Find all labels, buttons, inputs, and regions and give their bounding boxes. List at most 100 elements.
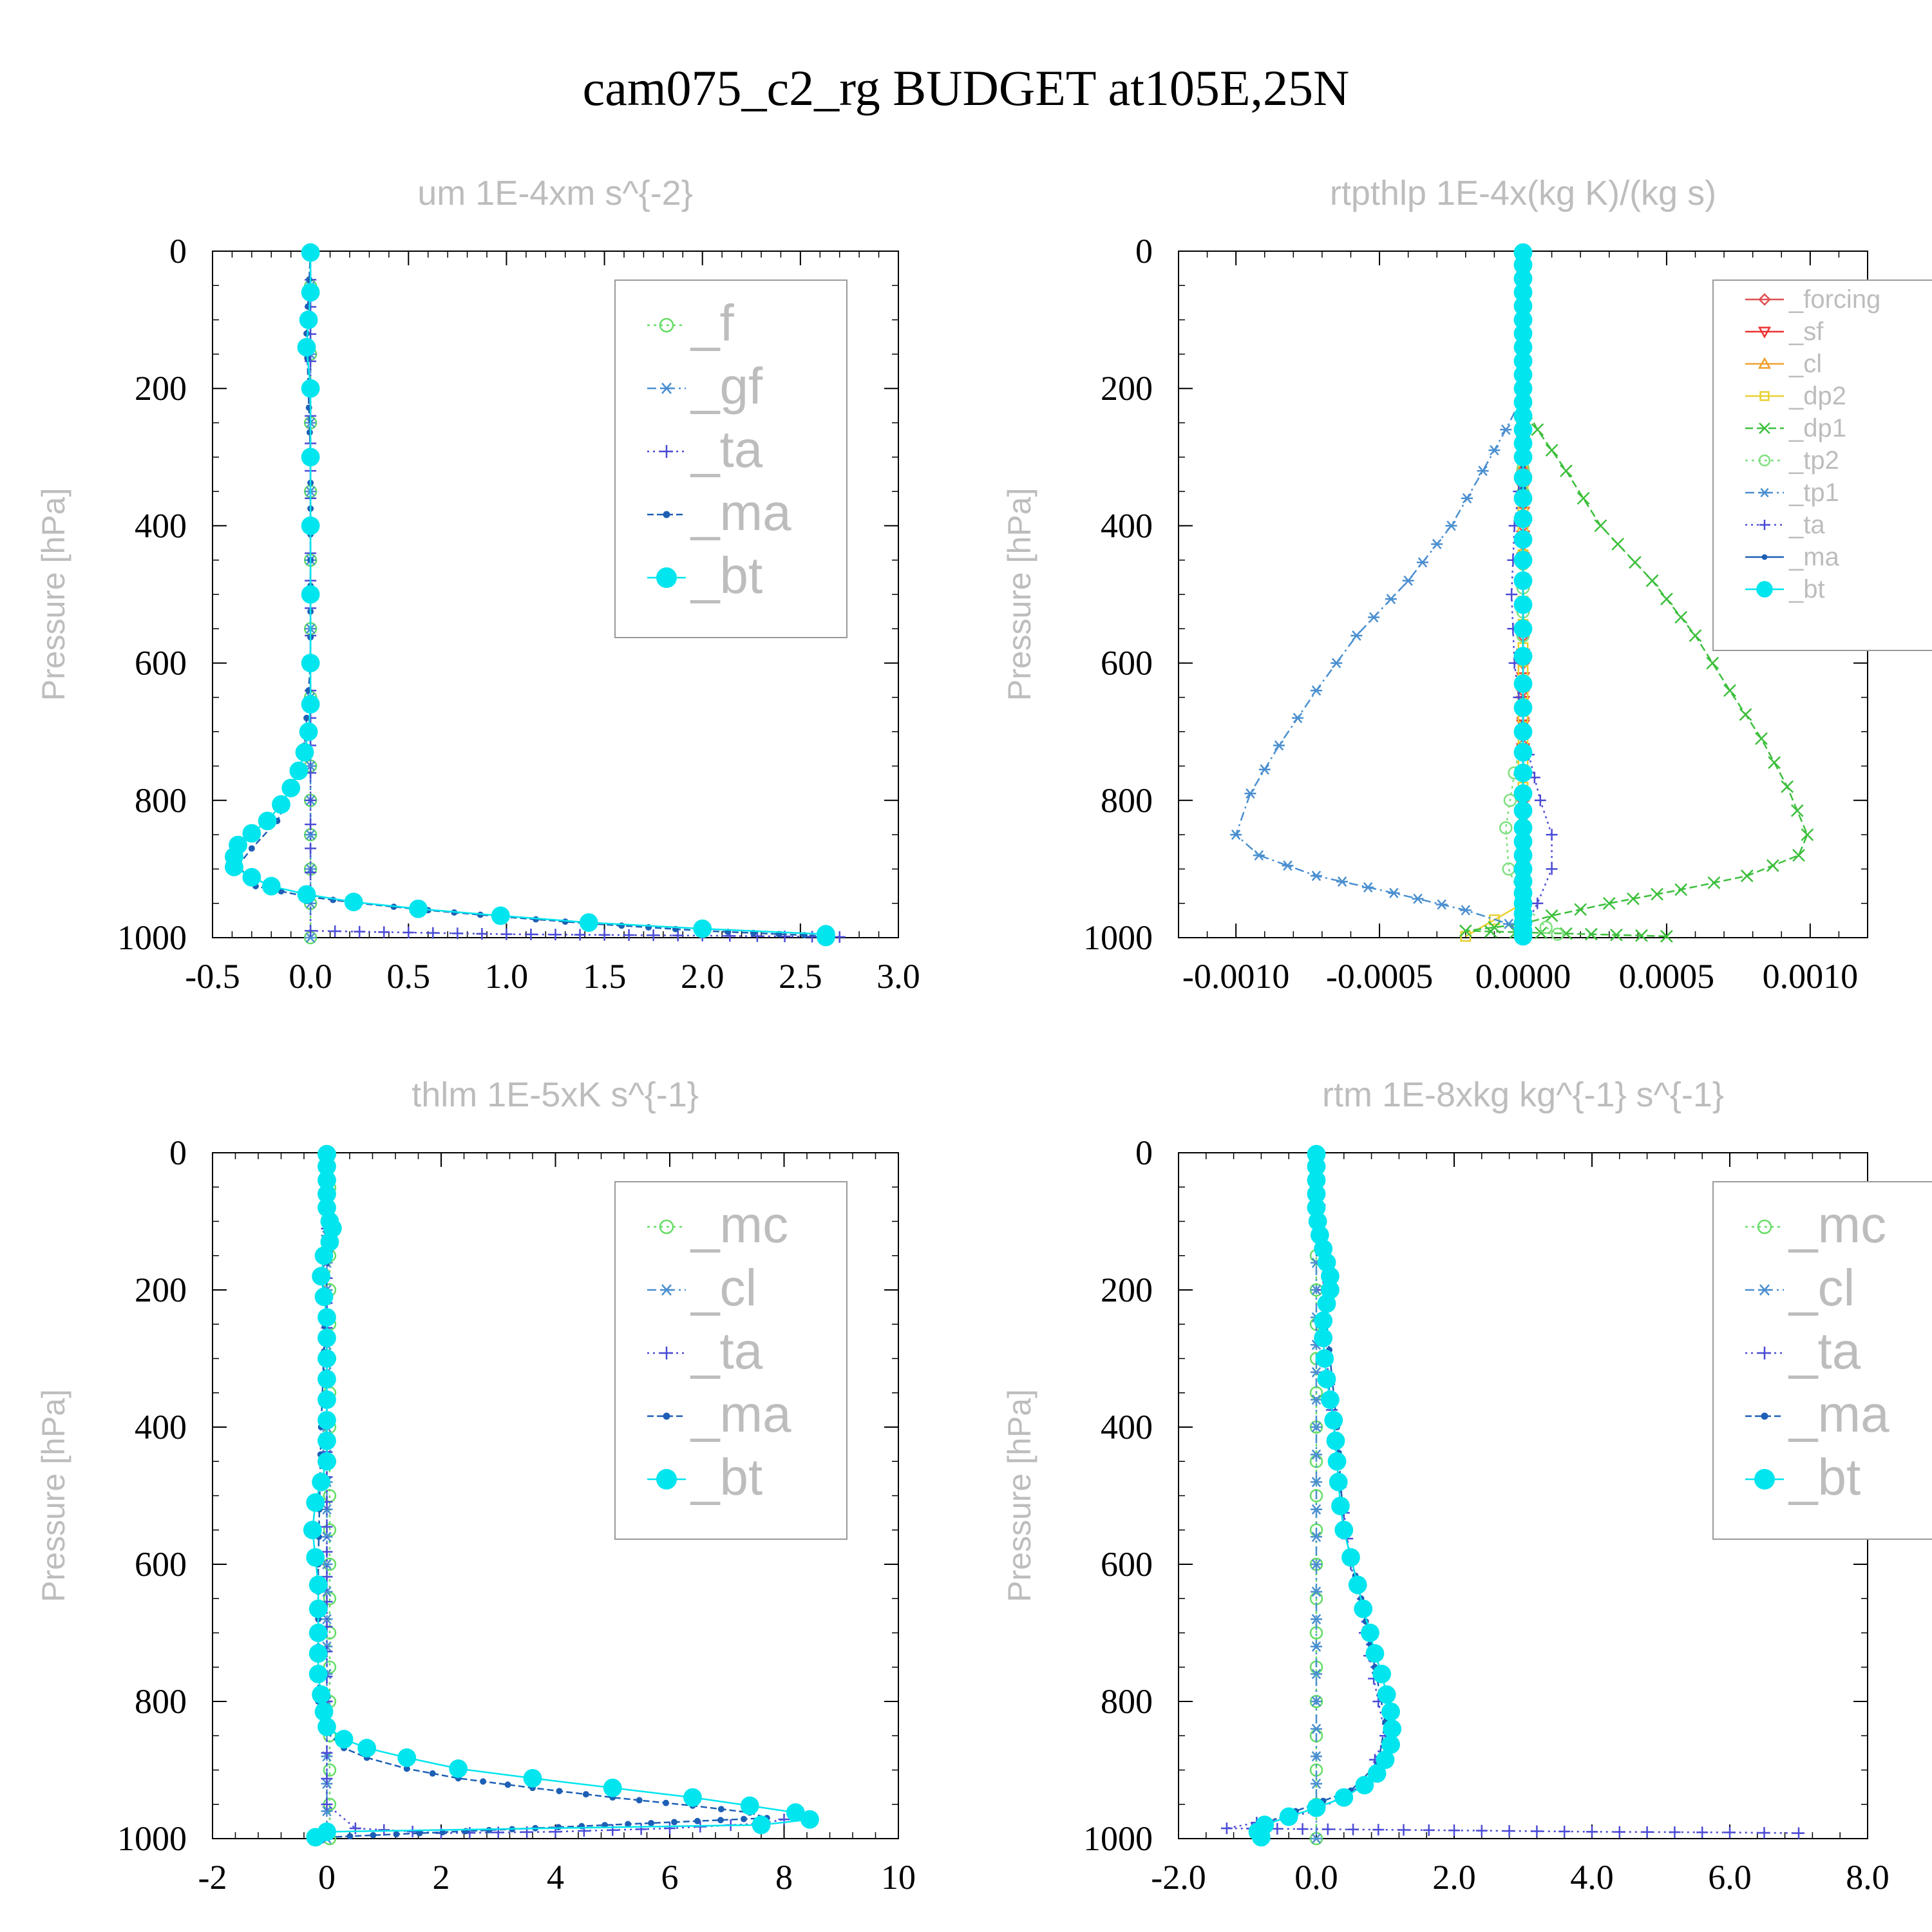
legend-item-mc: _mc [647,1196,788,1253]
y-axis-label: Pressure [hPa] [35,488,71,701]
x-tick-label: -2 [198,1858,227,1897]
panel-title: thlm 1E-5xK s^{-1} [412,1075,699,1114]
legend-item-ta: _ta [1745,1322,1861,1379]
x-tick-label: 1.5 [583,957,627,996]
x-tick-label: -2.0 [1151,1858,1206,1897]
legend-item-dp2: _dp2 [1745,382,1846,410]
y-axis-label: Pressure [hPa] [1001,1389,1037,1602]
legend-item-f: _f [647,294,734,352]
y-tick-label: 0 [1135,232,1153,270]
y-tick-label: 400 [1101,1408,1153,1446]
x-tick-label: 0.0 [289,957,332,996]
y-tick-label: 0 [1135,1133,1153,1172]
legend-item-cl: _cl [1745,1259,1855,1316]
legend-item-cl: _cl [1745,350,1822,378]
series-tp1 [1230,390,1529,940]
y-tick-label: 1000 [117,1819,187,1858]
x-tick-label: 10 [881,1858,916,1897]
legend-label: _ma [690,1385,791,1443]
series-line [233,252,827,937]
legend: _mc _cl _ta _ma_bt [614,1181,848,1540]
legend-label: _ma [690,484,791,541]
x-tick-label: 2.5 [779,957,822,996]
legend-label: _ma [1788,543,1840,571]
y-tick-label: 200 [1101,369,1153,408]
legend-item-sf: _sf [1745,317,1824,346]
series-tp2 [1499,245,1564,941]
series-cl [1311,1149,1322,1844]
y-tick-label: 600 [135,1545,187,1584]
x-tick-label: 3.0 [876,957,920,996]
y-tick-label: 800 [135,781,187,820]
legend-label: _bt [690,547,762,604]
legend-item-ta: _ta [647,421,763,478]
legend-label: _mc [690,1196,788,1253]
y-tick-label: 600 [135,644,187,683]
legend-item-gf: _gf [647,357,763,415]
series-bt [1248,1144,1402,1847]
legend-item-bt: _bt [647,1448,762,1506]
legend-label: _forcing [1788,285,1880,314]
y-tick-label: 400 [135,506,187,545]
panel-title: rtm 1E-8xkg kg^{-1} s^{-1} [1322,1075,1724,1114]
legend-label: _cl [1788,350,1822,378]
legend-label: _dp2 [1788,382,1846,410]
legend-label: _bt [690,1448,762,1506]
series-line [1504,252,1558,935]
x-tick-label: 4 [547,1858,564,1897]
y-axis-label: Pressure [hPa] [1001,488,1037,701]
x-tick-label: 6 [661,1858,679,1897]
x-tick-label: 0.5 [387,957,431,996]
figure-title: cam075_c2_rg BUDGET at105E,25N [582,60,1350,116]
y-tick-label: 800 [1101,1682,1153,1721]
y-tick-label: 200 [1101,1271,1153,1309]
x-tick-label: 8 [775,1858,793,1897]
legend-label: _cl [1788,1259,1855,1316]
y-tick-label: 600 [1101,644,1153,683]
legend-label: _tp2 [1788,446,1839,475]
x-tick-label: 8.0 [1846,1858,1889,1897]
legend-item-cl: _cl [647,1259,757,1316]
legend-item-bt: _bt [647,547,762,604]
x-tick-label: 0 [318,1858,336,1897]
legend-item-ma: _ma [1745,543,1840,571]
y-tick-label: 200 [135,369,187,408]
legend-item-ta: _ta [647,1322,763,1379]
x-tick-label: 0.0 [1294,1858,1338,1897]
chart-panel-3: thlm 1E-5xK s^{-1} Pressure [hPa] -2 0 2 4 6 8 1… [35,1075,916,1897]
y-tick-label: 800 [1101,781,1153,820]
y-tick-label: 600 [1101,1545,1153,1584]
x-tick-label: -0.0010 [1182,957,1289,996]
legend-label: _ta [1788,1322,1861,1379]
legend: _forcing _sf _cl _dp2 _dp1 _tp2 _tp1 _ta _ma _bt [1712,279,1932,651]
legend-item-mc: _mc [1745,1196,1886,1253]
y-tick-label: 1000 [1083,918,1153,957]
x-tick-label: 0.0000 [1475,957,1571,996]
legend-item-dp1: _dp1 [1745,414,1846,442]
y-tick-label: 200 [135,1271,187,1309]
y-tick-label: 1000 [1083,1819,1153,1858]
legend-item-ma: _ma [647,484,791,541]
legend-item-forcing: _forcing [1745,285,1880,314]
x-tick-label: 1.0 [485,957,529,996]
series-bt [225,243,835,947]
x-tick-label: 6.0 [1708,1858,1752,1897]
legend-item-tp2: _tp2 [1745,446,1839,475]
x-tick-label: -0.5 [185,957,240,996]
y-axis-label: Pressure [hPa] [35,1389,71,1602]
x-tick-label: 2.0 [1432,1858,1476,1897]
legend-item-tp1: _tp1 [1745,478,1839,507]
legend-label: _cl [690,1259,757,1316]
legend-item-ma: _ma [647,1385,791,1443]
legend-item-bt: _bt [1745,575,1825,603]
legend-label: _f [690,294,734,352]
y-tick-label: 800 [135,1682,187,1721]
x-tick-label: 0.0005 [1619,957,1715,996]
legend-label: _ta [690,421,763,478]
legend: _f_gf _ta _ma _bt [614,279,848,638]
y-tick-label: 400 [135,1408,187,1446]
chart-panel-4: rtm 1E-8xkg kg^{-1} s^{-1} Pressure [hPa]… [1001,1075,1932,1897]
legend-label: _bt [1788,1448,1861,1506]
panel-title: rtpthlp 1E-4x(kg K)/(kg s) [1330,174,1716,213]
panel-title: um 1E-4xm s^{-2} [417,174,693,213]
